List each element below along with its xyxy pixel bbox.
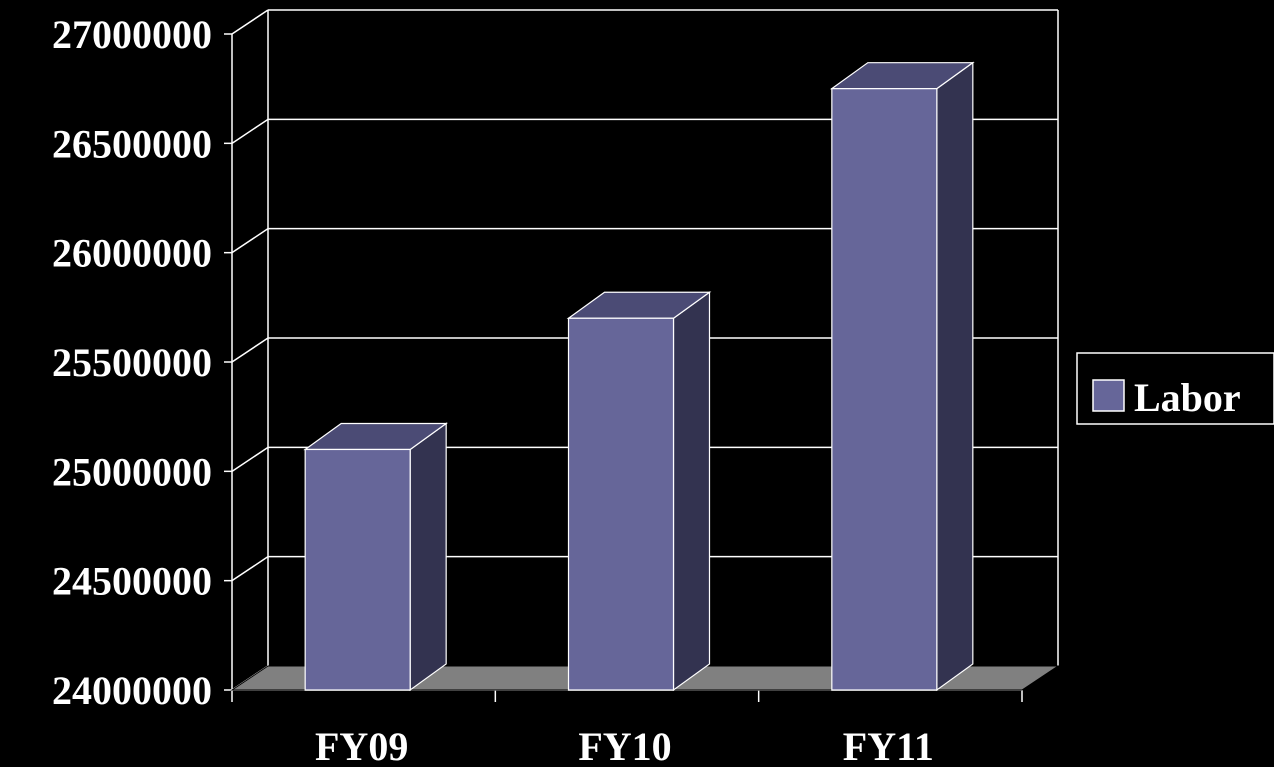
bar-side: [672, 291, 711, 692]
side-gridline: [231, 556, 269, 582]
bar-front: [567, 317, 675, 691]
legend-label-labor: Labor: [1134, 375, 1241, 420]
side-gridline: [231, 337, 269, 363]
x-axis-category-labels: FY09 FY10 FY11: [315, 724, 934, 767]
side-gridline: [231, 228, 269, 254]
y-tick-label: 24000000: [52, 668, 212, 713]
x-category-label: FY09: [315, 724, 408, 767]
bar-fy11: [829, 61, 975, 692]
x-category-label: FY11: [843, 724, 934, 767]
side-gridline: [231, 118, 269, 144]
bar-front: [304, 448, 411, 691]
bar-fy09: [303, 422, 449, 692]
y-axis-tick-labels: 24000000 24500000 25000000 25500000 2600…: [52, 12, 212, 713]
bar-side: [936, 61, 974, 692]
y-tick-label: 25500000: [52, 340, 212, 385]
legend-swatch-labor: [1092, 379, 1125, 412]
chart-bars: [303, 61, 975, 692]
side-gridline: [231, 446, 269, 472]
bar-front: [831, 88, 938, 691]
x-category-label: FY10: [578, 724, 671, 767]
bar-side: [409, 422, 447, 692]
y-tick-label: 26500000: [52, 121, 212, 166]
bar-fy10: [566, 291, 712, 692]
y-tick-label: 26000000: [52, 231, 212, 276]
y-tick-label: 25000000: [52, 449, 212, 494]
side-gridline: [231, 9, 269, 35]
chart-legend: Labor: [1076, 352, 1274, 425]
y-tick-label: 24500000: [52, 559, 212, 604]
y-tick-label: 27000000: [52, 12, 212, 57]
